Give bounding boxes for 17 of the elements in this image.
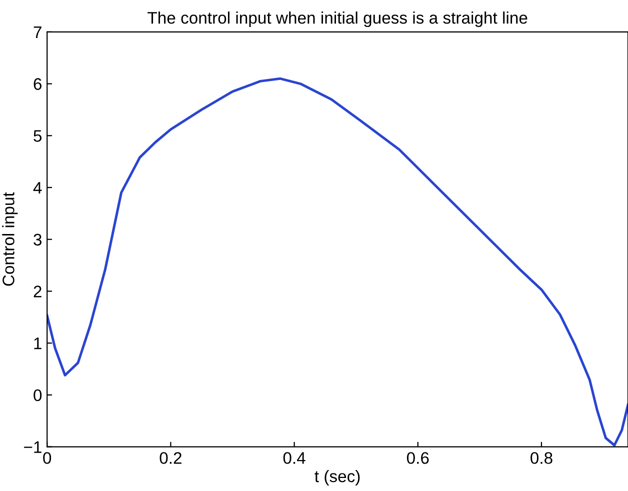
x-tick-label: 0.4	[283, 452, 306, 464]
y-tick-label: 2	[34, 286, 42, 298]
y-tick-label: 6	[34, 78, 42, 90]
x-tick-label: 0.8	[530, 452, 552, 464]
y-tick-label: 4	[33, 182, 42, 194]
y-tick-label: 7	[34, 26, 42, 38]
chart-title: The control input when initial guess is a straight line	[148, 12, 528, 28]
y-tick-label: 1	[34, 338, 42, 350]
y-tick-label: −1	[24, 441, 42, 453]
x-tick-label: 0	[43, 452, 52, 464]
x-tick-label: 0.6	[406, 452, 429, 464]
y-axis-title: Control input	[2, 192, 18, 286]
y-tick-label: 0	[34, 389, 42, 402]
y-tick-label: 5	[34, 130, 42, 142]
x-tick-label: 0.2	[160, 452, 182, 464]
x-axis-title: t (sec)	[314, 470, 360, 486]
y-tick-label: 3	[34, 234, 42, 246]
